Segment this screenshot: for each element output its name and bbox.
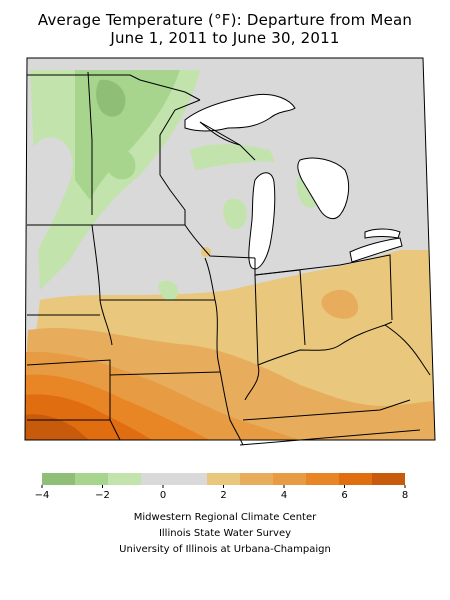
map-title-line-1: Average Temperature (°F): Departure from… [37, 11, 413, 29]
legend-tick-label: 8 [402, 490, 408, 501]
legend-tick-label: 6 [341, 490, 347, 501]
legend-swatch [42, 473, 75, 485]
legend-swatch [75, 473, 108, 485]
west-gray-inlet [30, 137, 73, 250]
legend-swatch [273, 473, 306, 485]
band-6to7 [25, 394, 160, 440]
legend-tick-label: 4 [281, 490, 287, 501]
legend-tick-label: −4 [35, 490, 50, 501]
lake-erie [349, 237, 403, 263]
credit-line-2: Illinois State Water Survey [158, 528, 292, 539]
legend-swatch [339, 473, 372, 485]
band-minus3to2 [96, 79, 126, 117]
legend-tick-label: −2 [95, 490, 110, 501]
legend-tick-label: 0 [160, 490, 166, 501]
wisconsin-cool-spot [223, 198, 247, 230]
state-borders [26, 71, 431, 446]
iowa-cool-spot [158, 280, 179, 301]
legend-swatch [108, 473, 141, 485]
color-legend: −4 −2 0 2 4 6 8 [35, 473, 408, 501]
lake-michigan [248, 172, 276, 270]
legend-tick-label: 2 [220, 490, 226, 501]
credit-line-3: University of Illinois at Urbana-Champai… [119, 544, 331, 555]
legend-swatch [207, 473, 240, 485]
great-lakes [184, 93, 403, 270]
ohio-warm-spot [321, 289, 359, 319]
band-7to8 [25, 414, 95, 440]
map-frame [24, 57, 436, 441]
lake-erie-east [364, 228, 401, 239]
legend-swatch [141, 473, 174, 485]
legend-swatch [372, 473, 405, 485]
lake-superior [184, 93, 296, 132]
map-title-line-2: June 1, 2011 to June 30, 2011 [110, 29, 340, 47]
band-minus1to0 [30, 70, 200, 290]
minnesota-cool-patch [106, 148, 136, 180]
legend-swatch [174, 473, 207, 485]
upper-peninsula-cool [190, 144, 275, 170]
legend-swatch [240, 473, 273, 485]
legend-swatch [306, 473, 339, 485]
credit-line-1: Midwestern Regional Climate Center [133, 512, 317, 523]
lake-huron [297, 157, 350, 220]
kentucky-gray-patch [313, 359, 357, 386]
